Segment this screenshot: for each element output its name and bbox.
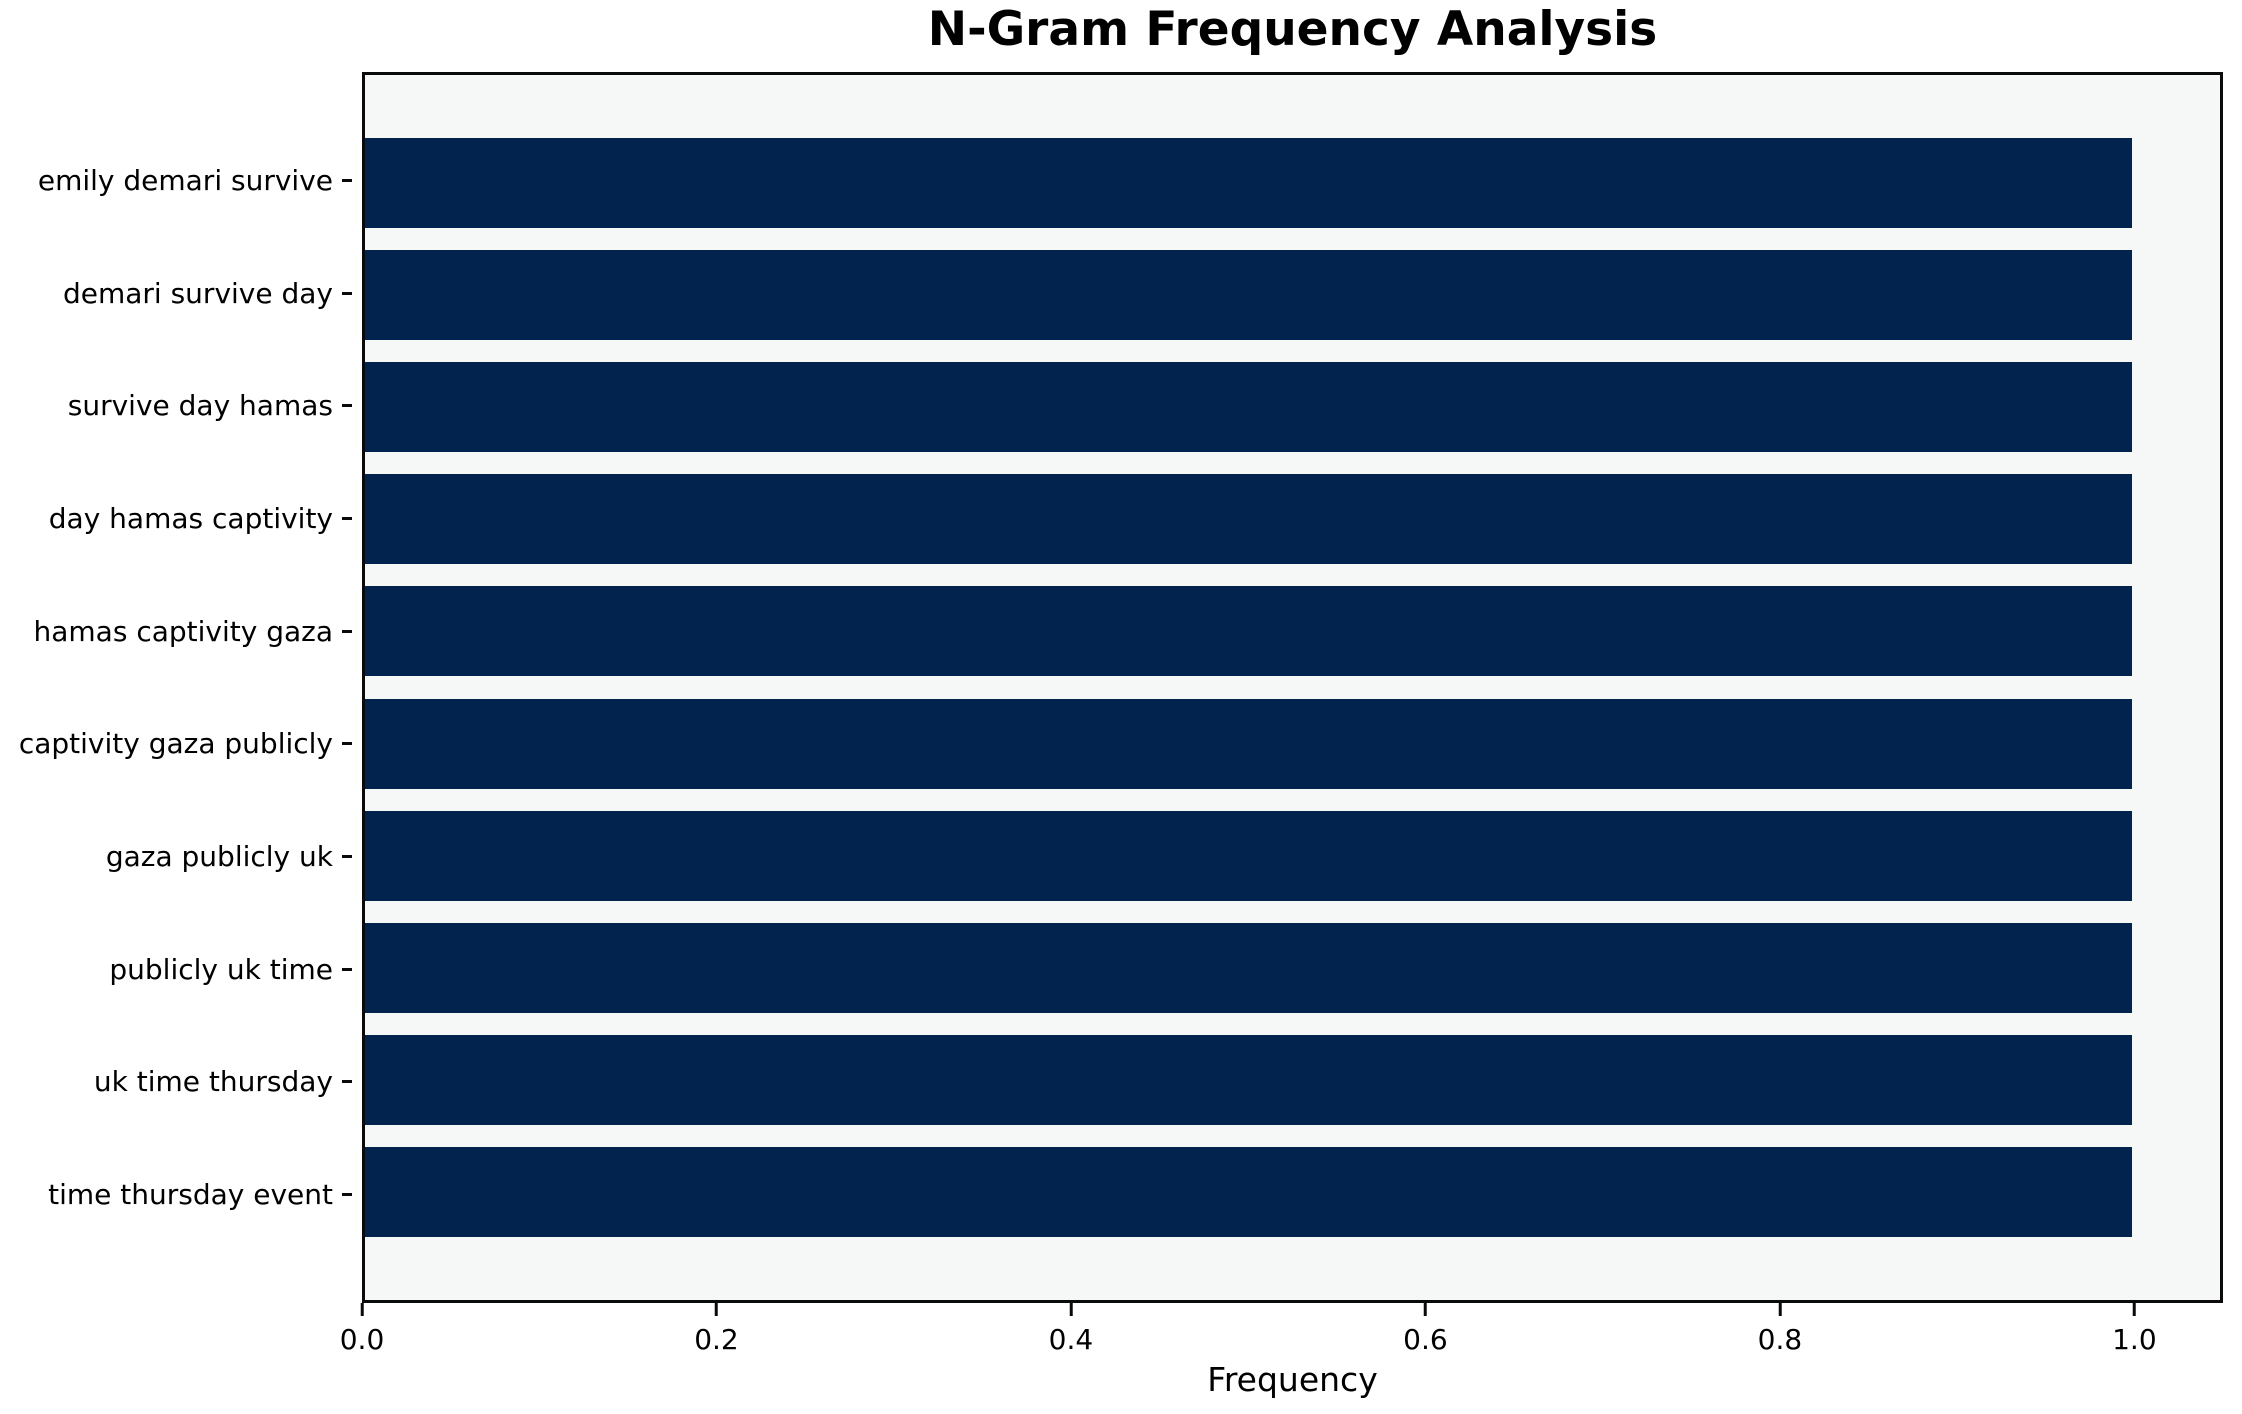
x-tick-label: 0.4 xyxy=(1048,1323,1094,1356)
x-tick-label: 1.0 xyxy=(2112,1323,2157,1356)
y-label-row: day hamas captivity xyxy=(0,462,352,575)
y-tick-mark xyxy=(342,1193,352,1197)
y-tick-label: time thursday event xyxy=(48,1178,333,1212)
y-tick-mark xyxy=(342,967,352,971)
x-tick-label: 0.8 xyxy=(1757,1323,1803,1356)
y-tick-mark xyxy=(342,855,352,859)
bar-row xyxy=(365,575,2220,687)
y-tick-label: publicly uk time xyxy=(109,952,333,986)
bar xyxy=(365,698,2132,789)
x-tick: 1.0 xyxy=(2112,1303,2157,1356)
y-label-row: time thursday event xyxy=(0,1138,352,1251)
y-tick-mark xyxy=(342,742,352,746)
bar xyxy=(365,1146,2132,1237)
bar-row xyxy=(365,687,2220,799)
bar xyxy=(365,922,2132,1013)
x-tick-mark xyxy=(360,1303,364,1316)
y-tick-mark xyxy=(342,516,352,520)
y-tick-mark xyxy=(342,291,352,295)
x-tick: 0.0 xyxy=(339,1303,385,1356)
y-tick-label: hamas captivity gaza xyxy=(33,614,334,648)
bar xyxy=(365,474,2132,565)
x-tick: 0.2 xyxy=(694,1303,739,1356)
y-tick-label: uk time thursday xyxy=(93,1065,333,1099)
y-label-row: gaza publicly uk xyxy=(0,800,352,913)
bar-row xyxy=(365,1136,2220,1248)
bar-row xyxy=(365,239,2220,351)
y-tick-label: survive day hamas xyxy=(67,389,333,423)
y-tick-label: demari survive day xyxy=(62,276,333,310)
bar xyxy=(365,138,2132,229)
y-label-row: uk time thursday xyxy=(0,1026,352,1139)
y-label-row: demari survive day xyxy=(0,237,352,350)
x-axis-label: Frequency xyxy=(1207,1360,1378,1399)
y-tick-label: gaza publicly uk xyxy=(105,840,333,874)
x-tick-label: 0.0 xyxy=(339,1323,385,1356)
y-tick-mark xyxy=(342,178,352,182)
y-label-row: survive day hamas xyxy=(0,349,352,462)
y-tick-mark xyxy=(342,1080,352,1084)
x-tick-mark xyxy=(1778,1303,1782,1316)
y-label-row: hamas captivity gaza xyxy=(0,575,352,688)
bar-row xyxy=(365,912,2220,1024)
y-tick-label: emily demari survive xyxy=(37,163,333,197)
bar-row xyxy=(365,1024,2220,1136)
y-label-row: publicly uk time xyxy=(0,913,352,1026)
x-tick-mark xyxy=(2132,1303,2136,1316)
x-tick-label: 0.2 xyxy=(694,1323,739,1356)
chart-title: N-Gram Frequency Analysis xyxy=(927,2,1658,57)
y-label-row: captivity gaza publicly xyxy=(0,688,352,801)
y-tick-label: day hamas captivity xyxy=(48,501,333,535)
bar xyxy=(365,250,2132,341)
bar xyxy=(365,362,2132,453)
bar-row xyxy=(365,800,2220,912)
x-tick: 0.8 xyxy=(1757,1303,1803,1356)
bar-row xyxy=(365,463,2220,575)
bar-row xyxy=(365,351,2220,463)
plot-area xyxy=(362,72,2223,1303)
y-tick-mark xyxy=(342,404,352,408)
x-tick-mark xyxy=(1069,1303,1073,1316)
bar xyxy=(365,1034,2132,1125)
x-tick-mark xyxy=(714,1303,718,1316)
x-tick-label: 0.6 xyxy=(1403,1323,1448,1356)
y-tick-label: captivity gaza publicly xyxy=(18,727,333,761)
bar-row xyxy=(365,127,2220,239)
bar xyxy=(365,586,2132,677)
bar xyxy=(365,810,2132,901)
x-tick: 0.6 xyxy=(1403,1303,1448,1356)
y-axis-labels: emily demari survive demari survive day su… xyxy=(0,72,352,1303)
x-tick-mark xyxy=(1423,1303,1427,1316)
y-label-row: emily demari survive xyxy=(0,124,352,237)
y-tick-mark xyxy=(342,629,352,633)
x-tick: 0.4 xyxy=(1048,1303,1094,1356)
